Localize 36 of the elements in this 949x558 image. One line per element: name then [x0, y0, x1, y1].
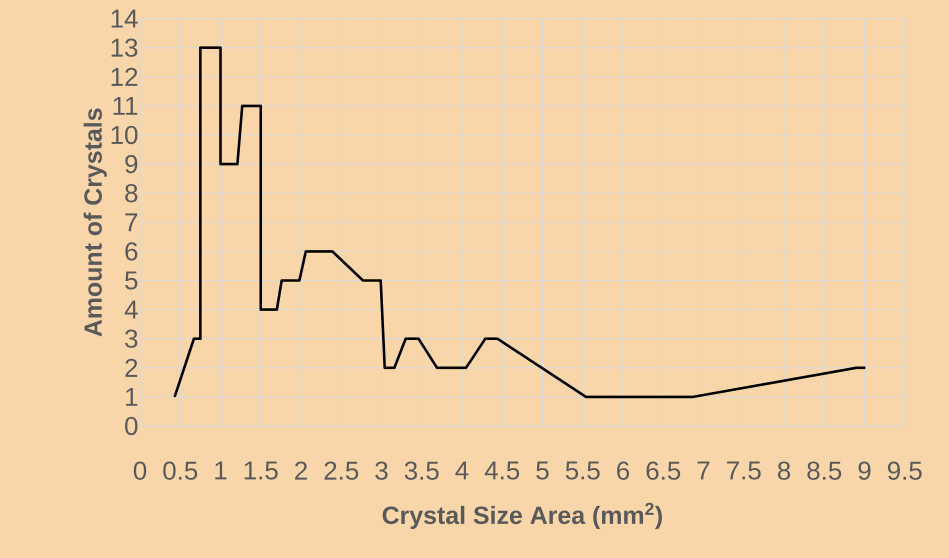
y-tick-label: 9	[125, 154, 138, 174]
y-tick-label: 12	[112, 68, 138, 86]
x-tick-label: 2	[295, 462, 307, 480]
y-tick-label: 1	[126, 388, 138, 406]
y-tick-label: 2	[125, 358, 138, 377]
x-axis-title: Crystal Size Area (mm$^{2}$)	[382, 502, 662, 530]
x-tick-label: 1.5	[244, 462, 278, 480]
x-tick-label: 5	[536, 462, 549, 480]
y-tick-label: 13	[112, 38, 138, 57]
x-tick-label: 7	[698, 462, 710, 480]
y-tick-label: 6	[125, 242, 138, 261]
x-tick-label: 1	[215, 462, 226, 480]
y-tick-label: 14	[112, 10, 138, 28]
y-tick-label: 4	[124, 300, 138, 319]
x-tick-label: 9.5	[888, 462, 922, 480]
y-tick-label: 10	[112, 126, 138, 144]
x-tick-label: 8	[778, 462, 790, 480]
y-tick-label: 11	[114, 96, 138, 115]
x-tick-label: 2.5	[324, 462, 358, 480]
y-axis-title: Amount of Crystals	[84, 108, 107, 337]
x-tick-label: 3.5	[404, 462, 439, 480]
x-tick-label: 4.5	[484, 462, 520, 480]
y-tick-label: 3	[125, 330, 138, 348]
x-tick-label: 6	[617, 462, 630, 480]
y-tick-label: 5	[125, 271, 138, 290]
x-tick-label: 8.5	[807, 462, 842, 480]
x-tick-label: 3	[375, 462, 388, 480]
y-tick-label: 8	[125, 184, 138, 202]
x-tick-label: 5.5	[566, 462, 600, 480]
y-tick-label: 7	[125, 213, 138, 232]
y-tick-label: 0	[125, 416, 138, 436]
x-tick-label: 9	[858, 462, 870, 480]
x-tick-label: 4	[455, 462, 468, 480]
x-tick-label: 6.5	[646, 462, 680, 480]
x-tick-label: 7.5	[727, 462, 761, 480]
x-tick-label: 0.5	[163, 462, 198, 480]
